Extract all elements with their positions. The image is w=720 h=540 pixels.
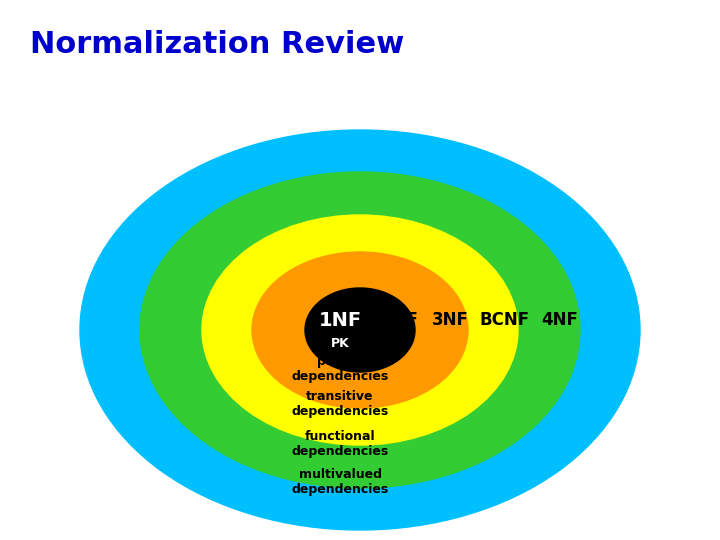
Text: partial
dependencies: partial dependencies: [292, 355, 389, 383]
Ellipse shape: [305, 288, 415, 372]
Text: 1NF: 1NF: [318, 310, 361, 329]
Text: transitive
dependencies: transitive dependencies: [292, 390, 389, 418]
Ellipse shape: [202, 215, 518, 445]
Ellipse shape: [80, 130, 640, 530]
Text: BCNF: BCNF: [480, 311, 530, 329]
Text: multivalued
dependencies: multivalued dependencies: [292, 468, 389, 496]
Text: 2NF: 2NF: [382, 311, 418, 329]
Text: 3NF: 3NF: [431, 311, 469, 329]
Text: 4NF: 4NF: [541, 311, 578, 329]
Ellipse shape: [140, 172, 580, 488]
Text: PK: PK: [330, 337, 349, 350]
Text: Normalization Review: Normalization Review: [30, 30, 404, 59]
Ellipse shape: [252, 252, 468, 408]
Text: functional
dependencies: functional dependencies: [292, 430, 389, 458]
